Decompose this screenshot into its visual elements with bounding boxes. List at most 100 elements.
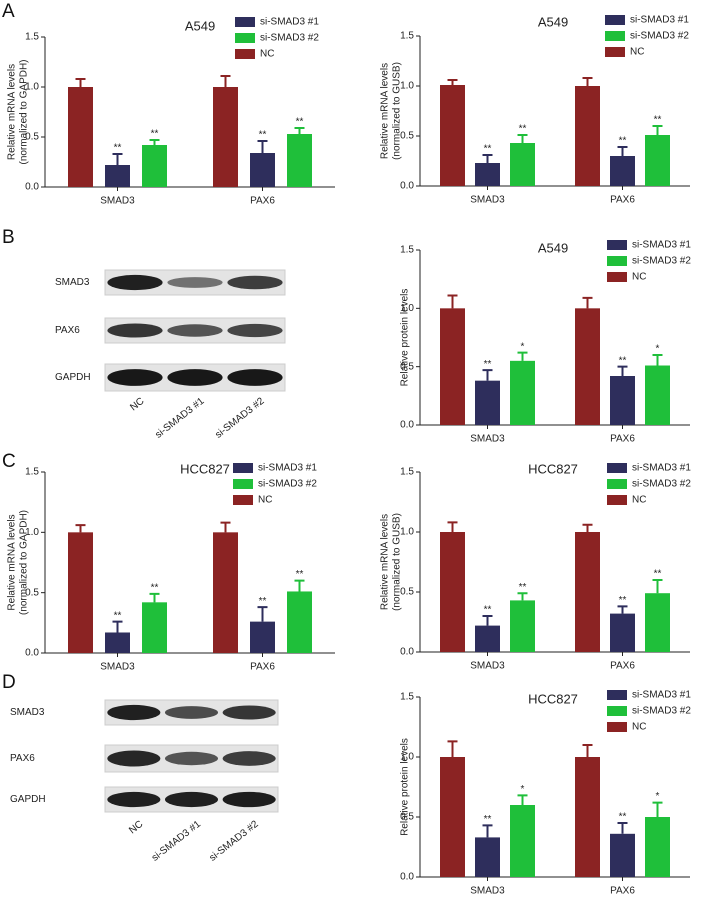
error-bar xyxy=(582,523,593,532)
error-bar xyxy=(447,740,458,757)
error-bar xyxy=(517,592,528,601)
significance-label: ** xyxy=(114,143,122,154)
legend-swatch xyxy=(235,17,255,27)
bar xyxy=(575,532,600,652)
error-bar xyxy=(617,605,628,614)
blot-band xyxy=(227,323,283,338)
significance-label: * xyxy=(656,791,660,802)
significance-label: ** xyxy=(619,812,627,823)
legend-label: si-SMAD3 #1 xyxy=(632,463,691,474)
y-tick-label: 0.0 xyxy=(25,648,39,659)
x-tick-label: PAX6 xyxy=(250,662,275,673)
bar xyxy=(287,134,312,187)
legend-label: NC xyxy=(260,49,274,60)
error-bar xyxy=(482,369,493,381)
y-tick-label: 1.0 xyxy=(25,527,39,538)
significance-label: ** xyxy=(654,115,662,126)
bar xyxy=(475,163,500,186)
error-bar xyxy=(220,521,231,533)
blot-band xyxy=(164,706,219,719)
y-tick-label: 1.0 xyxy=(400,81,414,92)
chart-title: HCC827 xyxy=(528,691,578,706)
panel-letter: A xyxy=(2,1,15,22)
legend-swatch xyxy=(235,49,255,59)
legend-label: si-SMAD3 #2 xyxy=(260,33,319,44)
x-tick-label: SMAD3 xyxy=(470,434,505,445)
legend-swatch xyxy=(233,463,253,473)
x-tick-label: SMAD3 xyxy=(470,661,505,672)
blot-band xyxy=(167,324,223,337)
significance-label: ** xyxy=(484,605,492,616)
legend-swatch xyxy=(605,47,625,57)
blot-band xyxy=(227,275,283,290)
blot-lane-label: si-SMAD3 #2 xyxy=(213,396,267,441)
significance-label: * xyxy=(656,344,660,355)
panel-letter: B xyxy=(2,227,15,248)
significance-label: ** xyxy=(619,595,627,606)
blot-band xyxy=(167,369,223,386)
bar xyxy=(510,143,535,186)
blot-row-label: SMAD3 xyxy=(55,277,90,288)
significance-label: * xyxy=(521,784,525,795)
legend-label: NC xyxy=(632,272,646,283)
legend-label: si-SMAD3 #1 xyxy=(258,463,317,474)
blot-row-label: GAPDH xyxy=(10,794,46,805)
blot-band xyxy=(107,704,161,721)
bar xyxy=(250,621,275,653)
y-tick-label: 1.5 xyxy=(400,31,414,42)
significance-label: ** xyxy=(259,596,267,607)
legend-swatch xyxy=(607,495,627,505)
significance-label: ** xyxy=(259,130,267,141)
x-tick-label: SMAD3 xyxy=(100,662,135,673)
blot-band xyxy=(107,791,161,808)
legend-label: si-SMAD3 #2 xyxy=(632,256,691,267)
significance-label: ** xyxy=(296,569,304,580)
blot-band xyxy=(107,323,163,338)
legend-swatch xyxy=(605,31,625,41)
legend-label: si-SMAD3 #1 xyxy=(260,17,319,28)
y-tick-label: 0.0 xyxy=(400,420,414,431)
legend-label: NC xyxy=(258,495,272,506)
blot-lane-label: NC xyxy=(128,396,146,414)
error-bar xyxy=(617,822,628,834)
y-tick-label: 1.5 xyxy=(25,467,39,478)
bar xyxy=(645,135,670,186)
legend-swatch xyxy=(607,240,627,250)
bar xyxy=(440,532,465,652)
legend-swatch xyxy=(607,706,627,716)
bar xyxy=(510,360,535,425)
legend-swatch xyxy=(607,256,627,266)
error-bar xyxy=(517,134,528,143)
x-tick-label: SMAD3 xyxy=(100,196,135,207)
x-tick-label: PAX6 xyxy=(610,434,635,445)
significance-label: ** xyxy=(619,136,627,147)
bar xyxy=(475,837,500,877)
x-tick-label: PAX6 xyxy=(610,195,635,206)
error-bar xyxy=(294,127,305,134)
legend-label: si-SMAD3 #2 xyxy=(632,479,691,490)
error-bar xyxy=(582,77,593,86)
y-tick-label: 1.5 xyxy=(400,467,414,478)
panel-letter: C xyxy=(2,451,16,472)
significance-label: ** xyxy=(114,610,122,621)
significance-label: ** xyxy=(654,569,662,580)
y-tick-label: 0.0 xyxy=(400,647,414,658)
y-tick-label: 1.5 xyxy=(400,692,414,703)
error-bar xyxy=(257,606,268,622)
y-axis-label: (normalized to GUSB) xyxy=(392,62,403,160)
blot-band xyxy=(222,705,276,720)
blot-band xyxy=(164,791,219,808)
bar xyxy=(250,153,275,187)
y-tick-label: 1.0 xyxy=(400,527,414,538)
error-bar xyxy=(652,579,663,594)
blot-band xyxy=(222,751,276,766)
error-bar xyxy=(582,744,593,757)
error-bar xyxy=(482,824,493,838)
y-tick-label: 1.0 xyxy=(400,303,414,314)
legend-swatch xyxy=(607,479,627,489)
legend-label: si-SMAD3 #1 xyxy=(632,690,691,701)
bar xyxy=(575,308,600,425)
error-bar xyxy=(617,146,628,156)
y-tick-label: 1.0 xyxy=(400,752,414,763)
